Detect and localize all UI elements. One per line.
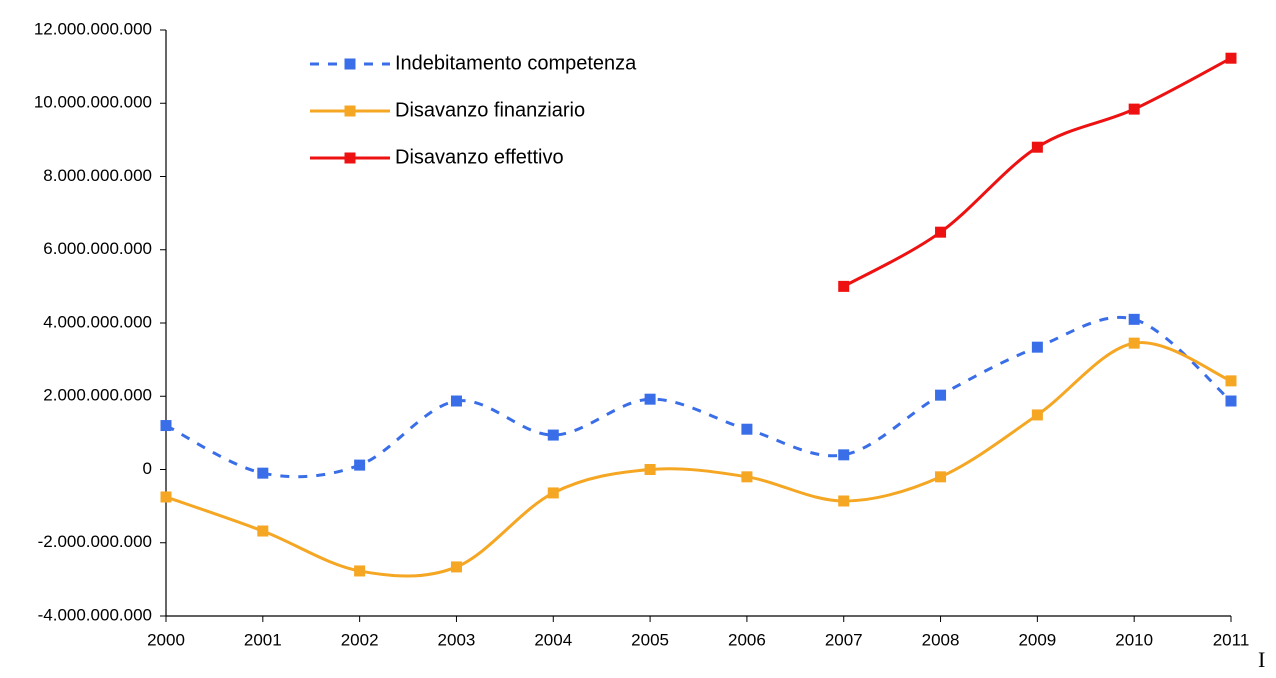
marker xyxy=(1225,52,1237,64)
x-tick-label: 2003 xyxy=(438,630,476,649)
marker xyxy=(1031,409,1043,421)
x-tick-label: 2006 xyxy=(728,630,766,649)
marker xyxy=(450,395,462,407)
marker xyxy=(1225,395,1237,407)
marker xyxy=(935,471,947,483)
series-line xyxy=(165,315,1232,479)
marker xyxy=(741,423,753,435)
legend-marker xyxy=(344,58,356,70)
y-tick-label: -2.000.000.000 xyxy=(38,532,152,551)
y-tick-label: 6.000.000.000 xyxy=(43,239,152,258)
x-tick-label: 2010 xyxy=(1115,630,1153,649)
y-tick-label: 4.000.000.000 xyxy=(43,312,152,331)
marker xyxy=(644,464,656,475)
y-tick-label: 8.000.000.000 xyxy=(43,166,152,185)
marker xyxy=(838,280,850,292)
marker xyxy=(935,226,947,238)
x-tick-label: 2008 xyxy=(922,630,960,649)
series-line xyxy=(842,56,1232,288)
legend-marker xyxy=(344,105,356,117)
marker xyxy=(935,389,947,401)
marker xyxy=(257,467,269,479)
marker xyxy=(1031,141,1043,153)
y-tick-label: 10.000.000.000 xyxy=(34,93,152,112)
y-tick-label: 2.000.000.000 xyxy=(43,386,152,405)
legend-label: Disavanzo effettivo xyxy=(395,146,564,168)
y-tick-label: 12.000.000.000 xyxy=(34,19,152,38)
marker xyxy=(257,525,269,537)
y-tick-label: -4.000.000.000 xyxy=(38,605,152,624)
marker xyxy=(354,565,366,577)
marker xyxy=(160,491,172,503)
marker xyxy=(1128,103,1140,115)
marker xyxy=(1225,375,1237,387)
marker xyxy=(547,429,559,441)
cropped-text: I xyxy=(1258,647,1265,672)
marker xyxy=(160,420,172,432)
marker xyxy=(644,393,656,405)
y-tick-label: 0 xyxy=(143,459,152,478)
x-tick-label: 2009 xyxy=(1018,630,1056,649)
x-tick-label: 2005 xyxy=(631,630,669,649)
marker xyxy=(450,561,462,573)
marker xyxy=(547,487,559,499)
legend-marker xyxy=(344,152,356,164)
legend-label: Indebitamento competenza xyxy=(395,52,637,74)
marker xyxy=(838,495,850,507)
marker xyxy=(354,459,366,471)
x-tick-label: 2004 xyxy=(534,630,572,649)
x-tick-label: 2000 xyxy=(147,630,185,649)
x-tick-label: 2002 xyxy=(341,630,379,649)
marker xyxy=(1128,313,1140,325)
series-line xyxy=(165,341,1232,578)
marker xyxy=(1128,337,1140,349)
marker xyxy=(741,471,753,483)
x-tick-label: 2011 xyxy=(1213,630,1250,649)
marker xyxy=(838,449,850,461)
legend-label: Disavanzo finanziario xyxy=(395,99,585,121)
x-tick-label: 2007 xyxy=(825,630,863,649)
x-tick-label: 2001 xyxy=(244,630,282,649)
marker xyxy=(1031,341,1043,353)
